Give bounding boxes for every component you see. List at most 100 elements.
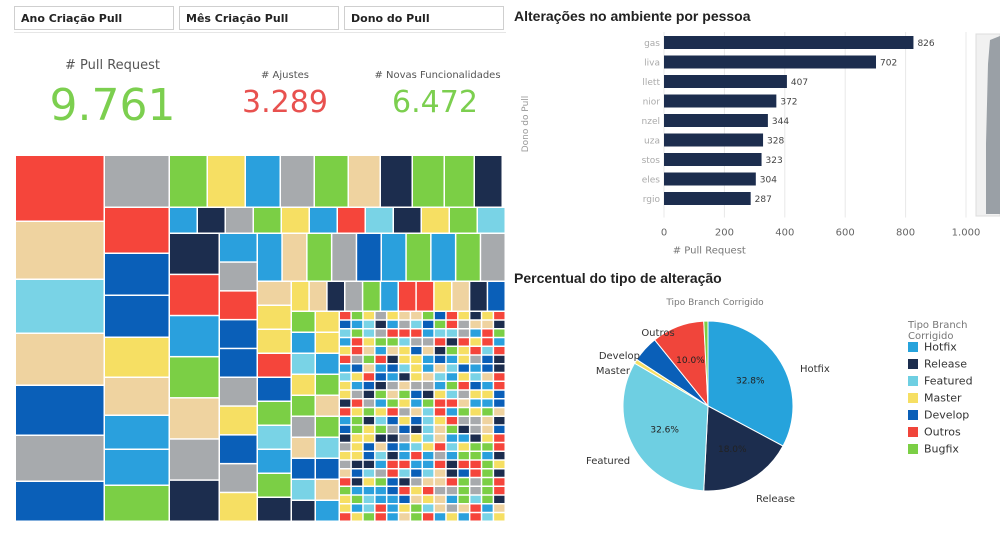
treemap-cell[interactable]	[340, 495, 351, 503]
treemap-cell[interactable]	[307, 234, 331, 281]
treemap-cell[interactable]	[470, 355, 481, 363]
treemap-cell[interactable]	[387, 504, 398, 512]
treemap-cell[interactable]	[470, 312, 481, 320]
treemap-cell[interactable]	[470, 320, 481, 328]
treemap-cell[interactable]	[423, 478, 434, 486]
treemap-cell[interactable]	[399, 425, 410, 433]
treemap-cell[interactable]	[470, 425, 481, 433]
treemap-cell[interactable]	[375, 408, 386, 416]
treemap-cell[interactable]	[292, 501, 315, 521]
treemap-cell[interactable]	[375, 434, 386, 442]
treemap-cell[interactable]	[434, 364, 446, 372]
treemap-cell[interactable]	[482, 355, 493, 363]
treemap-cell[interactable]	[458, 434, 469, 442]
treemap-cell[interactable]	[411, 478, 422, 486]
treemap-cell[interactable]	[363, 425, 375, 433]
treemap-cell[interactable]	[399, 504, 410, 512]
treemap-cell[interactable]	[170, 439, 219, 480]
treemap-cell[interactable]	[494, 452, 505, 460]
treemap-cell[interactable]	[434, 434, 446, 442]
bar[interactable]	[664, 75, 787, 88]
treemap-cell[interactable]	[446, 495, 458, 503]
treemap-cell[interactable]	[105, 378, 169, 415]
treemap-cell[interactable]	[351, 364, 363, 372]
treemap-cell[interactable]	[170, 275, 219, 315]
treemap-cell[interactable]	[458, 320, 469, 328]
treemap-cell[interactable]	[434, 460, 446, 468]
treemap-cell[interactable]	[387, 469, 398, 477]
treemap-cell[interactable]	[375, 399, 386, 407]
treemap-cell[interactable]	[411, 382, 422, 390]
treemap-cell[interactable]	[423, 443, 434, 451]
treemap-cell[interactable]	[340, 312, 351, 320]
treemap-cell[interactable]	[423, 495, 434, 503]
treemap-cell[interactable]	[198, 208, 225, 233]
treemap-cell[interactable]	[363, 329, 375, 337]
treemap-cell[interactable]	[494, 390, 505, 398]
treemap-cell[interactable]	[434, 425, 446, 433]
treemap-cell[interactable]	[363, 347, 375, 355]
treemap-cell[interactable]	[292, 438, 315, 458]
treemap-cell[interactable]	[16, 386, 104, 435]
treemap-cell[interactable]	[363, 373, 375, 381]
pie-legend-item[interactable]: Hotfix	[908, 340, 957, 354]
treemap-cell[interactable]	[351, 417, 363, 425]
treemap-cell[interactable]	[387, 443, 398, 451]
treemap-cell[interactable]	[411, 338, 422, 346]
treemap-cell[interactable]	[340, 460, 351, 468]
treemap-cell[interactable]	[351, 338, 363, 346]
treemap-cell[interactable]	[458, 443, 469, 451]
treemap-cell[interactable]	[458, 382, 469, 390]
treemap-cell[interactable]	[494, 460, 505, 468]
treemap-cell[interactable]	[105, 338, 169, 377]
treemap-cell[interactable]	[375, 355, 386, 363]
treemap-cell[interactable]	[482, 373, 493, 381]
treemap-cell[interactable]	[482, 390, 493, 398]
treemap-cell[interactable]	[363, 513, 375, 521]
treemap-cell[interactable]	[375, 487, 386, 495]
treemap-cell[interactable]	[399, 364, 410, 372]
treemap-cell[interactable]	[351, 320, 363, 328]
bar[interactable]	[664, 153, 762, 166]
treemap-cell[interactable]	[394, 208, 421, 233]
treemap-cell[interactable]	[316, 333, 339, 353]
treemap-cell[interactable]	[470, 390, 481, 398]
pie-slice[interactable]	[707, 320, 794, 447]
treemap-cell[interactable]	[170, 316, 219, 356]
treemap-cell[interactable]	[411, 504, 422, 512]
bar-chart[interactable]: 0 200 400 600 800 1.000 gas 826 liva 702 llett 407 n…	[514, 24, 1000, 264]
treemap-cell[interactable]	[170, 234, 219, 274]
treemap-cell[interactable]	[434, 452, 446, 460]
treemap-cell[interactable]	[351, 355, 363, 363]
treemap-cell[interactable]	[363, 434, 375, 442]
treemap-cell[interactable]	[375, 329, 386, 337]
treemap-cell[interactable]	[475, 156, 502, 207]
treemap-cell[interactable]	[170, 398, 219, 439]
treemap-cell[interactable]	[434, 443, 446, 451]
filter-dono-pull[interactable]: Dono do Pull	[344, 6, 504, 30]
treemap-cell[interactable]	[416, 282, 434, 311]
treemap-cell[interactable]	[423, 329, 434, 337]
treemap-cell[interactable]	[399, 469, 410, 477]
treemap-cell[interactable]	[482, 460, 493, 468]
treemap-cell[interactable]	[470, 373, 481, 381]
treemap-cell[interactable]	[423, 417, 434, 425]
treemap-cell[interactable]	[482, 452, 493, 460]
treemap-cell[interactable]	[470, 504, 481, 512]
treemap-cell[interactable]	[431, 234, 455, 281]
treemap-cell[interactable]	[254, 208, 281, 233]
treemap-cell[interactable]	[470, 513, 481, 521]
treemap-cell[interactable]	[220, 378, 257, 406]
treemap-cell[interactable]	[316, 396, 339, 416]
treemap-cell[interactable]	[316, 501, 339, 521]
treemap-cell[interactable]	[482, 425, 493, 433]
treemap-cell[interactable]	[411, 487, 422, 495]
treemap-cell[interactable]	[411, 373, 422, 381]
treemap-cell[interactable]	[458, 460, 469, 468]
treemap-cell[interactable]	[470, 364, 481, 372]
treemap-cell[interactable]	[470, 469, 481, 477]
treemap-cell[interactable]	[258, 498, 291, 521]
treemap-cell[interactable]	[458, 338, 469, 346]
treemap-cell[interactable]	[399, 460, 410, 468]
treemap-cell[interactable]	[494, 373, 505, 381]
